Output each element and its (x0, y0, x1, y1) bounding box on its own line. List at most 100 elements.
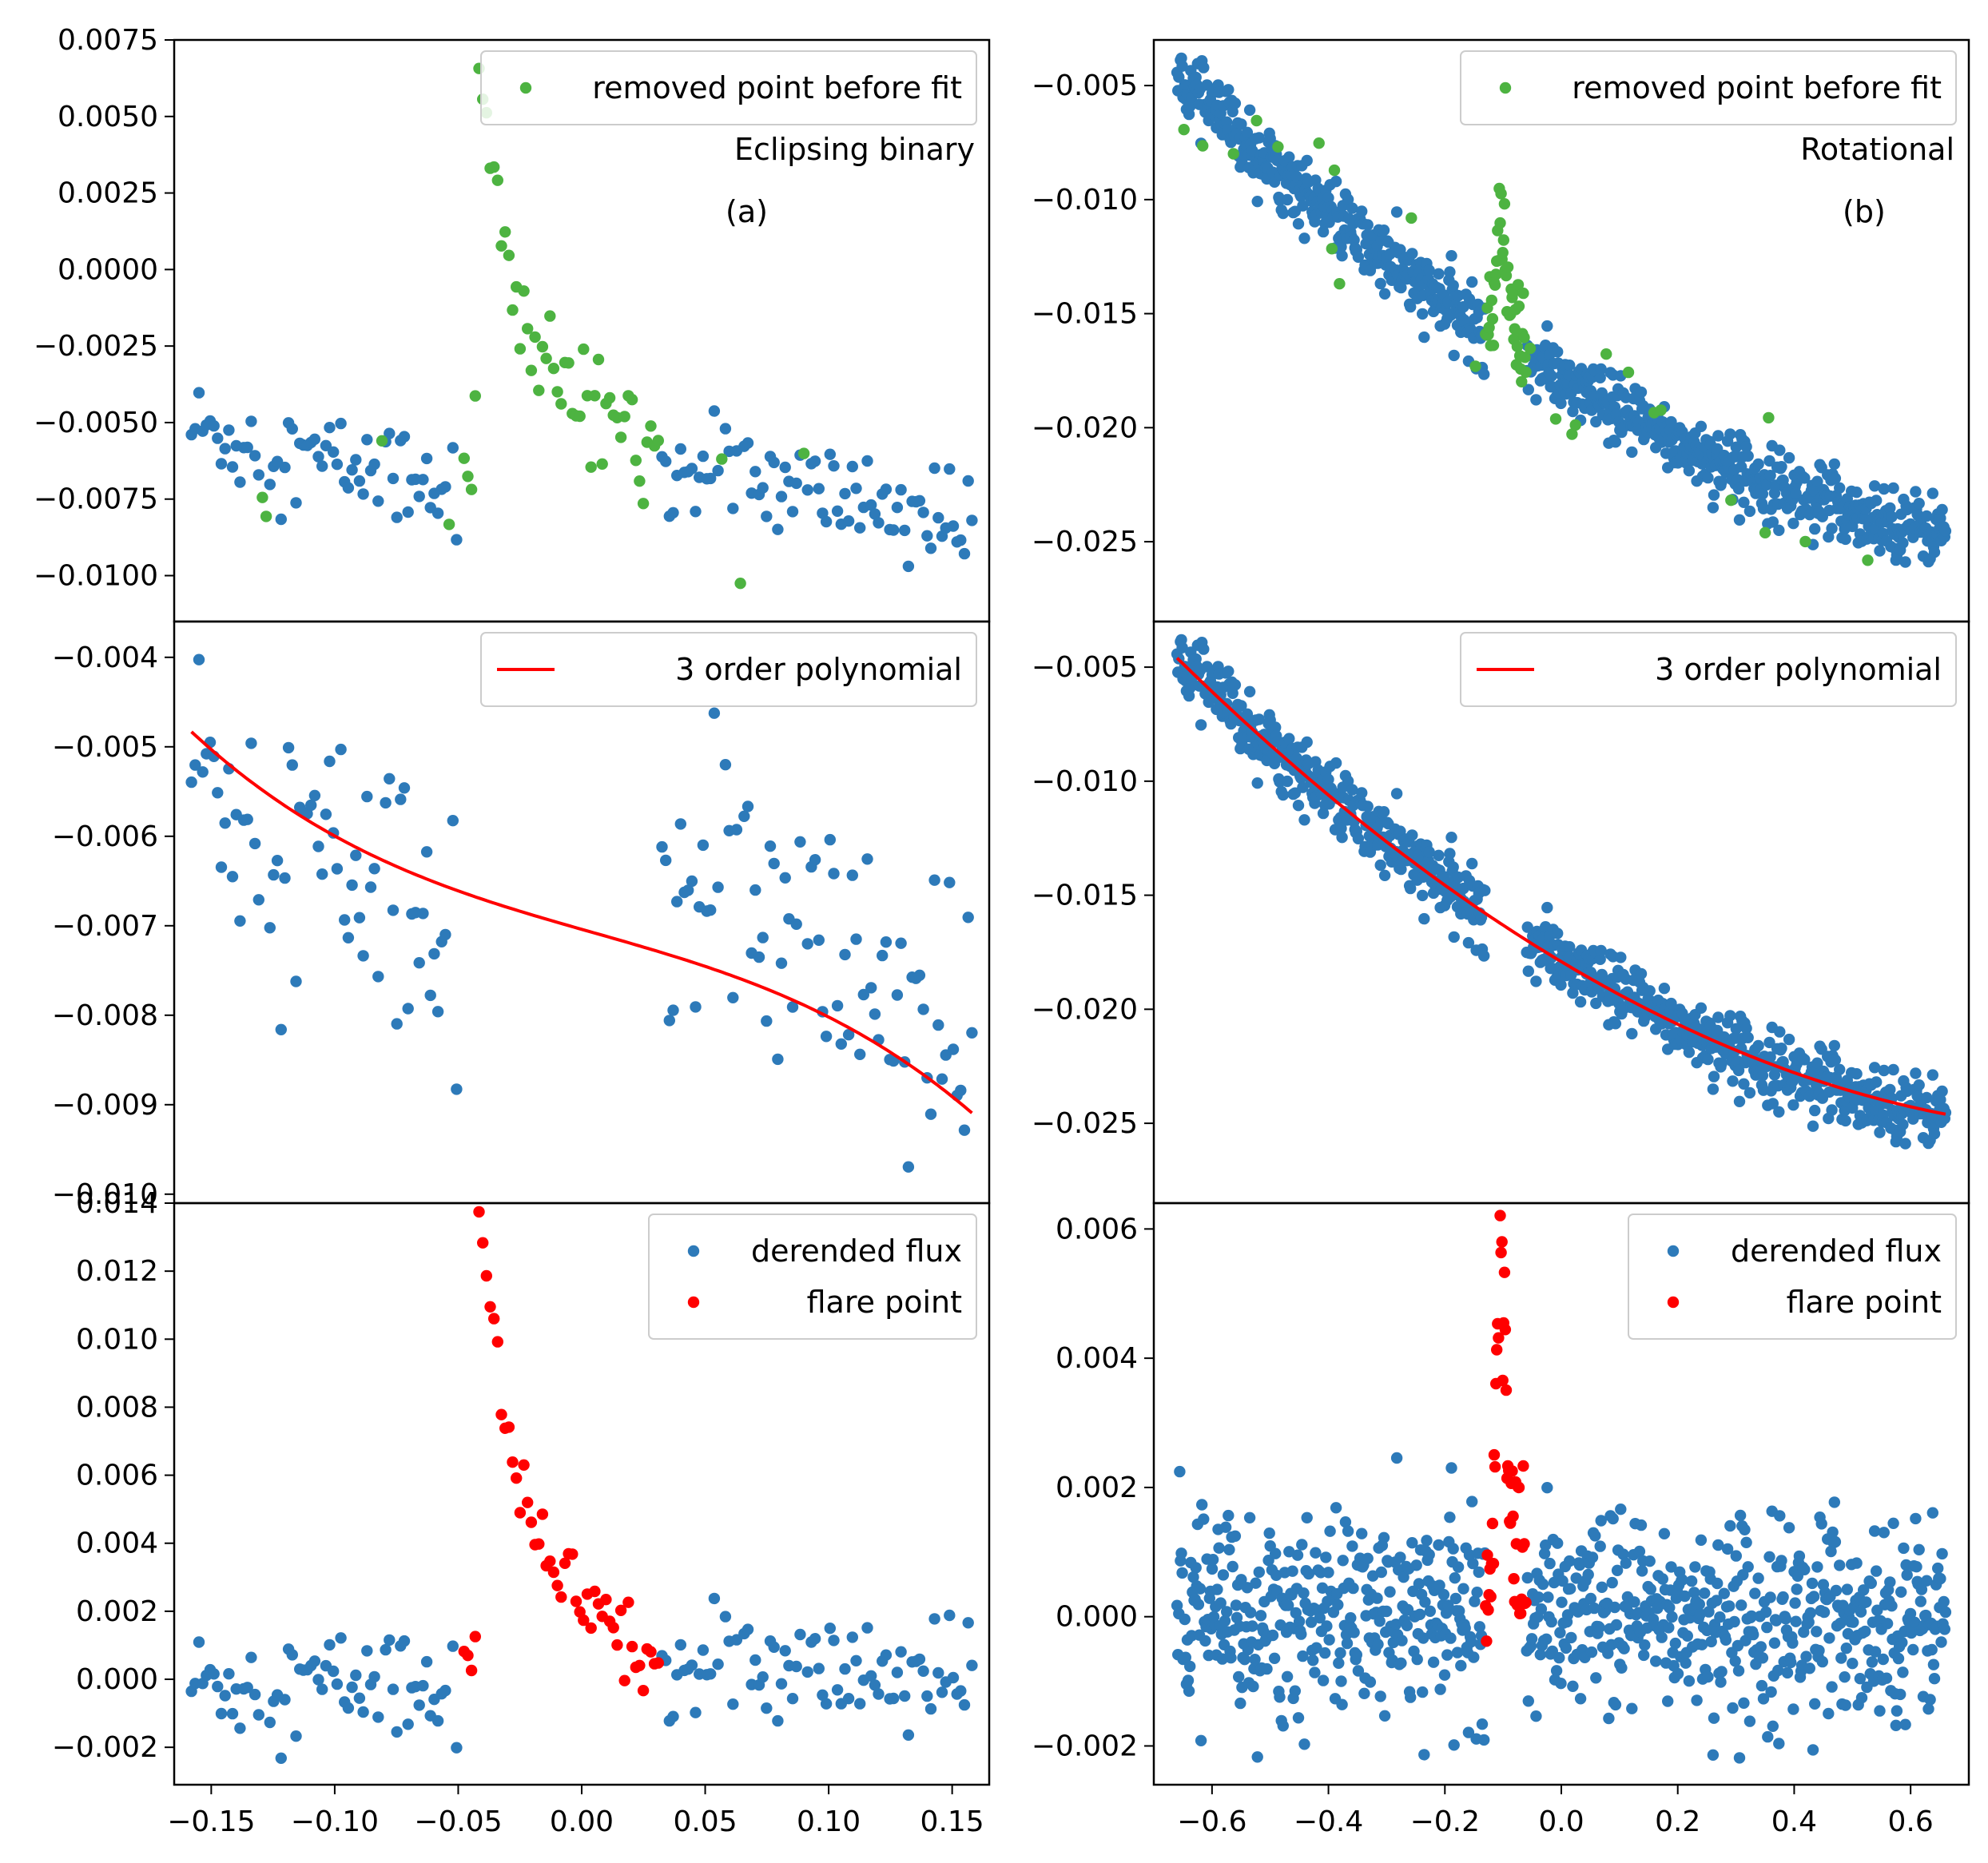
data-point (357, 488, 369, 500)
derended-flux-point (1594, 1540, 1606, 1552)
data-point (342, 482, 355, 494)
data-point (1874, 1126, 1886, 1138)
removed-point (1517, 287, 1529, 300)
derended-flux-point (1760, 1606, 1772, 1619)
data-point (1445, 832, 1457, 844)
derended-flux-point (1473, 1621, 1486, 1633)
data-point (824, 448, 837, 460)
derended-flux-point (1229, 1530, 1242, 1543)
removed-point (1497, 234, 1510, 246)
data-point (316, 460, 328, 472)
x-tick-label: 0.10 (797, 1805, 861, 1838)
removed-point (1519, 352, 1531, 363)
derended-flux-point (1835, 1617, 1847, 1630)
axes-a-mid: −0.004 −0.005 −0.006 −0.007 −0.008 −0.009 −0.0… (52, 642, 174, 1211)
removed-point (797, 447, 810, 459)
data-point (1897, 1118, 1909, 1130)
derended-flux-point (828, 1635, 840, 1647)
derended-flux-point (1449, 1572, 1461, 1584)
derended-flux-point (768, 1641, 780, 1653)
legend-box (1460, 50, 1957, 125)
derended-flux-point (1286, 1565, 1298, 1577)
derended-flux-point (1816, 1655, 1828, 1668)
data-point (1229, 97, 1242, 109)
data-point (801, 938, 813, 950)
data-point (395, 793, 407, 805)
data-point (1783, 1033, 1795, 1046)
derended-flux-point (1724, 1600, 1736, 1612)
flare-point (1482, 1604, 1494, 1616)
derended-flux-point (1263, 1527, 1275, 1539)
derended-flux-point (1633, 1545, 1646, 1558)
derended-flux-point (1609, 1698, 1622, 1711)
data-point (880, 483, 893, 495)
derended-flux-point (420, 1655, 433, 1668)
derended-flux-point (1374, 1615, 1386, 1627)
derended-flux-point (1899, 1718, 1911, 1730)
data-point (368, 458, 380, 471)
data-point (189, 759, 201, 771)
data-point (312, 451, 324, 463)
derended-flux-point (809, 1633, 821, 1645)
data-point (1609, 436, 1622, 448)
data-point (877, 949, 889, 962)
derended-flux-point (1628, 1596, 1640, 1608)
flare-point (637, 1685, 650, 1697)
removed-point (1498, 198, 1511, 210)
data-point (869, 508, 881, 520)
derended-flux-point (1910, 1561, 1922, 1573)
derended-flux-point (1695, 1534, 1708, 1547)
derended-flux-point (342, 1702, 355, 1714)
data-point (1281, 193, 1294, 206)
axes-a-bot: 0.0140.0120.0100.0080.0060.0040.0020.000… (52, 1187, 984, 1838)
derended-flux-point (1574, 1693, 1587, 1705)
data-point (1644, 985, 1656, 997)
data-point (1198, 62, 1210, 73)
y-tick-label: −0.009 (52, 1089, 158, 1122)
data-point (757, 482, 769, 494)
derended-flux-point (219, 1690, 231, 1702)
removed-point (503, 249, 515, 261)
data-point (1926, 1069, 1938, 1081)
data-point (854, 1048, 866, 1061)
data-point (219, 817, 231, 829)
data-point (1590, 415, 1602, 428)
removed-point (443, 518, 455, 530)
derended-flux-point (1840, 1643, 1852, 1654)
derended-flux-point (1216, 1653, 1229, 1665)
removed-point (1862, 554, 1874, 566)
data-point (1466, 276, 1478, 288)
derended-flux-point (1756, 1652, 1769, 1664)
derended-flux-point (1211, 1583, 1223, 1595)
derended-flux-point (1839, 1671, 1851, 1683)
legend-label: removed point before fit (592, 70, 962, 105)
data-point (1567, 987, 1579, 999)
data-point (955, 534, 967, 546)
data-point (1297, 781, 1309, 793)
derended-flux-point (1939, 1606, 1952, 1619)
data-point (1322, 192, 1334, 204)
derended-flux-point (708, 1592, 721, 1605)
derended-flux-point (1292, 1712, 1305, 1724)
derended-flux-point (891, 1666, 904, 1678)
data-point (1195, 719, 1207, 731)
derended-flux-point (1309, 1666, 1321, 1678)
derended-flux-point (1556, 1596, 1568, 1608)
x-tick-label: 0.00 (550, 1805, 614, 1838)
data-point (279, 872, 291, 884)
derended-flux-point (1476, 1718, 1489, 1730)
data-point (1406, 829, 1418, 841)
derended-flux-point (1243, 1511, 1256, 1524)
data-point (282, 741, 295, 754)
derended-flux-point (1445, 1462, 1457, 1474)
derended-flux-point (1656, 1573, 1668, 1585)
data-point (1732, 1064, 1745, 1077)
derended-flux-point (1656, 1631, 1668, 1643)
derended-flux-point (775, 1678, 788, 1690)
derended-flux-point (1721, 1543, 1734, 1555)
derended-flux-point (1447, 1543, 1459, 1555)
derended-flux-point (1799, 1563, 1811, 1576)
flare-point (570, 1595, 582, 1607)
y-tick-label: −0.005 (1032, 70, 1138, 102)
derended-flux-point (1716, 1666, 1728, 1678)
